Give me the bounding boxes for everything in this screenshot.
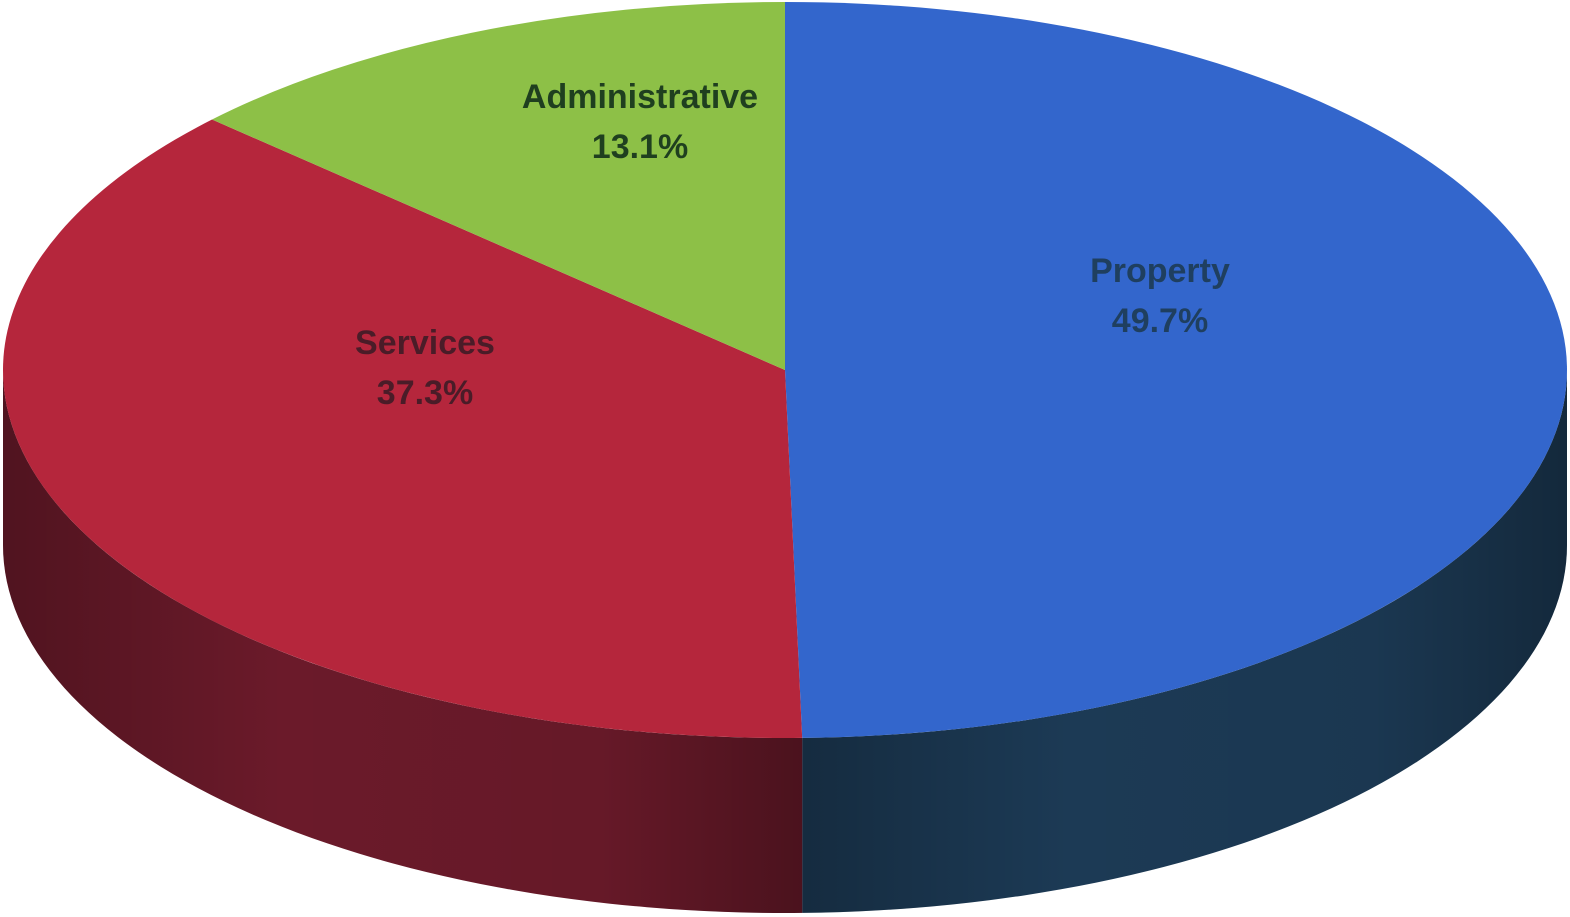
pie-slice-administrative[interactable] [212, 1, 785, 370]
slice-value-services: 37.3% [377, 374, 473, 412]
pie-side-shade-services [3, 370, 803, 913]
slice-label-services: Services [355, 324, 495, 362]
pie-slice-property[interactable] [785, 2, 1568, 738]
slice-value-administrative: 13.1% [592, 128, 688, 166]
pie-slice-services[interactable] [3, 119, 803, 738]
slice-label-administrative: Administrative [522, 78, 758, 116]
slice-label-property: Property [1090, 252, 1230, 290]
slice-value-property: 49.7% [1112, 302, 1208, 340]
pie-side-shade-property [802, 370, 1567, 913]
